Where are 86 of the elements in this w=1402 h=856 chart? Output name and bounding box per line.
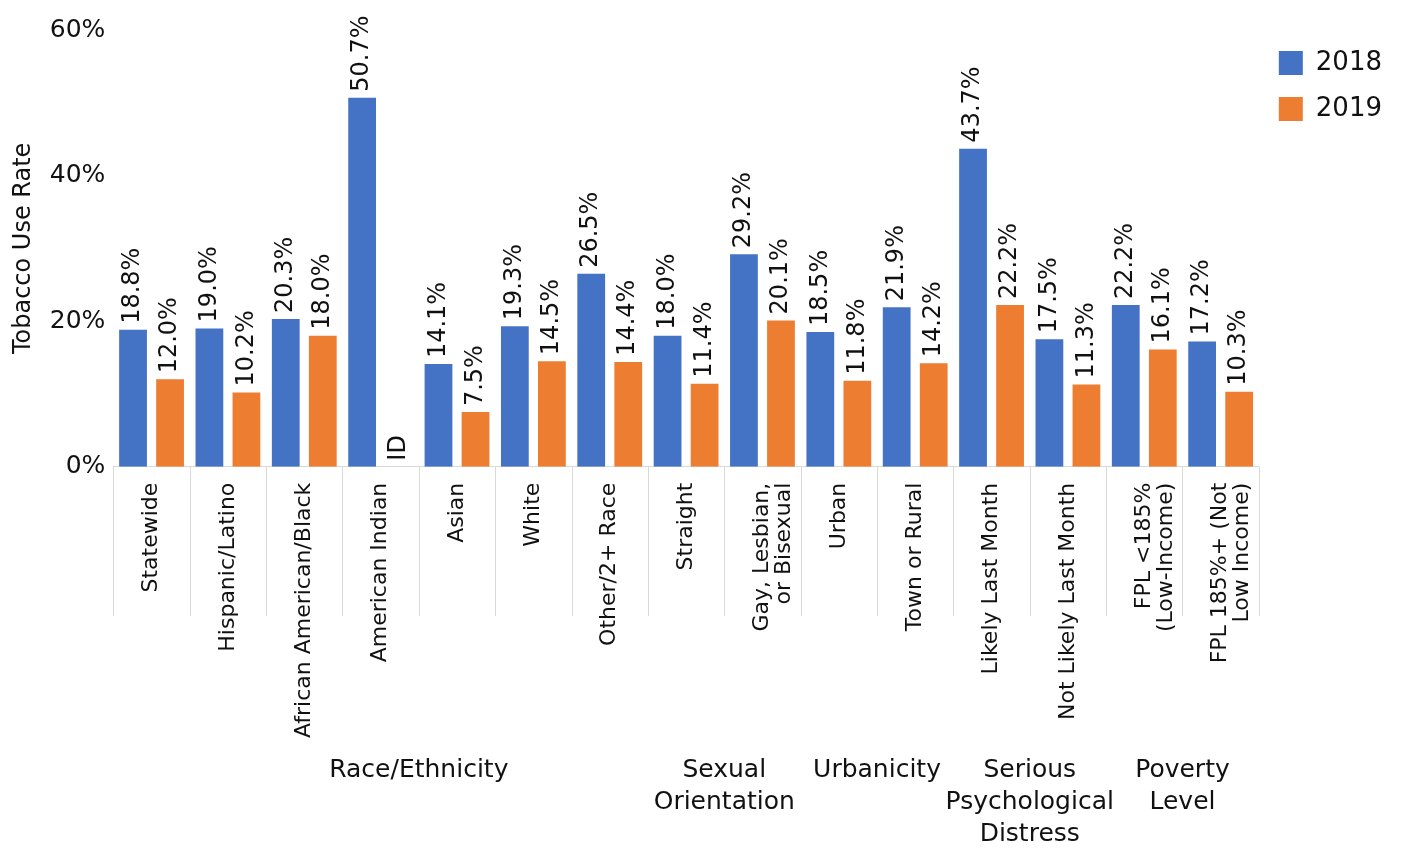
data-label: 18.0% [651, 253, 680, 330]
data-label: 14.1% [422, 281, 451, 359]
data-label: 14.2% [917, 281, 946, 358]
bar [308, 335, 337, 467]
data-label: 29.2% [728, 171, 757, 249]
data-label: 18.0% [307, 253, 336, 330]
text: Race/Ethnicity [329, 754, 509, 783]
bar [500, 326, 529, 467]
data-label: 20.3% [269, 236, 298, 313]
data-label: 17.2% [1186, 259, 1215, 336]
bar [1148, 349, 1177, 467]
text: Poverty Level [1135, 754, 1230, 815]
x-tick-label: Statewide [137, 482, 163, 593]
x-tick-label: Likely Last Month [977, 482, 1003, 675]
bar [538, 361, 566, 467]
legend-label: 2019 [1315, 91, 1382, 122]
y-axis-title: Tobacco Use Rate [7, 142, 36, 356]
bar [461, 412, 490, 467]
data-label: 14.5% [536, 278, 565, 356]
data-label: 21.9% [880, 225, 909, 302]
data-label: 11.8% [841, 298, 870, 375]
bar [232, 392, 261, 467]
bar [959, 148, 987, 467]
data-label: 7.5% [459, 345, 488, 407]
data-label: 17.5% [1033, 257, 1062, 334]
bar [919, 363, 948, 467]
bar [156, 379, 184, 467]
bar [653, 335, 682, 467]
bar [690, 383, 719, 467]
data-label: 20.1% [765, 238, 794, 315]
data-label: 26.5% [575, 191, 604, 268]
x-tick-label: FPL 185%+ (Not Low Income) [1206, 482, 1254, 664]
text: ID [383, 435, 412, 461]
x-tick-label: Asian [442, 482, 468, 543]
bar [119, 329, 147, 467]
data-label: 19.3% [499, 243, 528, 321]
x-tick-label: White [519, 482, 545, 547]
data-label: 22.2% [994, 222, 1023, 300]
text: Urbanicity [813, 754, 942, 783]
bar [1035, 339, 1064, 467]
bar [1111, 305, 1140, 467]
y-tick-label: 40% [49, 159, 106, 189]
text: Sexual Orientation [653, 754, 795, 815]
data-label: 12.0% [154, 297, 183, 374]
x-tick-label: Hispanic/Latino [213, 482, 239, 652]
data-label: 10.3% [1223, 309, 1252, 386]
x-tick-label: Other/2+ Race [595, 482, 621, 646]
x-tick-label: Straight [671, 482, 697, 571]
data-label: 18.8% [117, 247, 146, 324]
bar [424, 364, 453, 467]
x-tick-label: Town or Rural [900, 482, 926, 633]
bar [1188, 341, 1217, 467]
x-tick-label: Urban [824, 482, 850, 550]
x-tick-label: African American/Black [290, 482, 315, 738]
x-tick-label: American Indian [366, 482, 392, 663]
legend-label: 2018 [1315, 45, 1382, 76]
bar [195, 328, 224, 467]
bar [882, 307, 911, 467]
bar [271, 318, 300, 467]
bar [843, 380, 872, 467]
bar [730, 254, 758, 467]
bar [767, 320, 795, 467]
data-label: 50.7% [346, 15, 375, 92]
data-label: 11.4% [688, 301, 717, 378]
x-tick-label: FPL <185% (Low-Income) [1130, 482, 1177, 633]
bar [348, 97, 377, 467]
data-label: 14.4% [612, 279, 641, 356]
data-label: 19.0% [193, 246, 222, 323]
x-tick-label: Gay, Lesbian, or Bisexual [748, 482, 796, 632]
y-tick-label: 60% [49, 13, 106, 43]
data-label: 22.2% [1110, 222, 1138, 300]
bar [806, 332, 835, 467]
data-label: 43.7% [957, 66, 986, 143]
y-tick-label: 20% [49, 304, 106, 334]
bar [1072, 384, 1101, 467]
y-tick-label: 0% [65, 450, 106, 480]
text: Serious Psychological Distress [945, 754, 1114, 847]
data-label: 16.1% [1147, 267, 1176, 344]
data-label: 18.5% [804, 249, 833, 327]
bar [577, 273, 606, 467]
data-label: 10.2% [230, 310, 259, 387]
bar [1225, 391, 1254, 467]
bar [614, 361, 643, 467]
x-tick-label: Not Likely Last Month [1053, 482, 1079, 720]
data-label: 11.3% [1070, 302, 1099, 379]
bar [996, 305, 1024, 467]
